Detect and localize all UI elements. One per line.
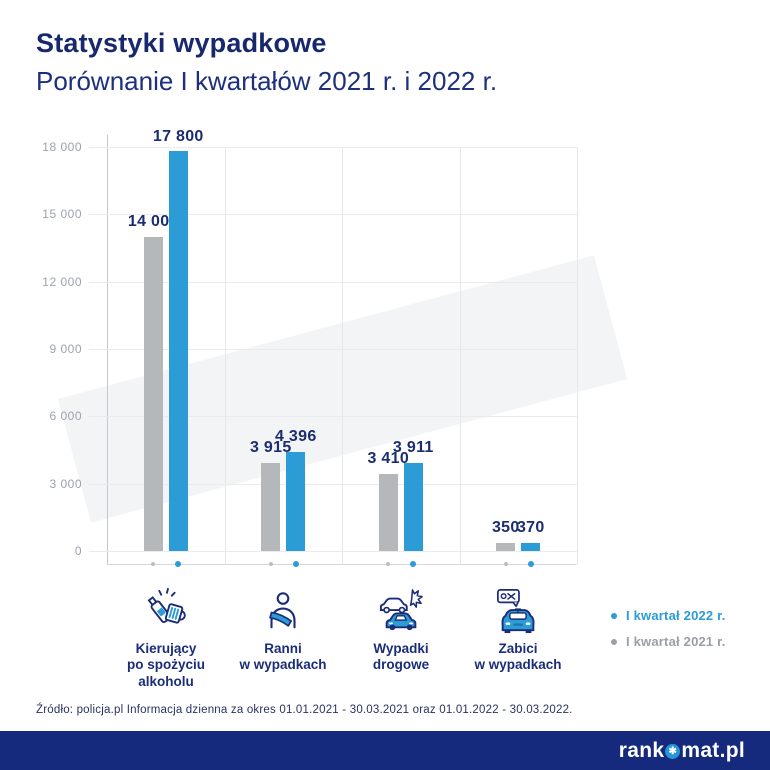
bar-value-label: 3 911 [392, 439, 434, 457]
page-subtitle: Porównanie I kwartałów 2021 r. i 2022 r. [36, 66, 498, 96]
bar-2022 [168, 151, 188, 551]
source-note: Źródło: policja.pl Informacja dzienna za… [36, 704, 573, 716]
gridline-horizontal [89, 281, 577, 283]
gridline-horizontal [89, 147, 577, 148]
footer-bar: rank ✱ mat.pl [0, 731, 770, 770]
gridline-horizontal [89, 483, 577, 485]
gridline-vertical [459, 147, 461, 564]
bar-2021 [143, 236, 163, 551]
bar-value-label: 17 800 [152, 127, 204, 145]
axis-tick-dot [503, 562, 508, 566]
x-axis-line [107, 564, 577, 565]
bar-value-label: 370 [516, 518, 545, 536]
legend-label: I kwartał 2021 r. [626, 634, 726, 649]
axis-tick-dot [386, 562, 391, 566]
bar-2022 [286, 452, 306, 551]
axis-tick-dot [268, 562, 273, 566]
star-icon: ✱ [665, 744, 681, 759]
axis-tick-dot [527, 561, 534, 567]
category-accidents: Wypadki drogowe [342, 588, 460, 674]
legend: I kwartał 2022 r. I kwartał 2021 r. [611, 608, 726, 660]
bar-value-label: 14 009 [127, 212, 179, 230]
bar-2021 [261, 463, 281, 551]
bar-2022 [521, 542, 541, 551]
y-axis-tick-label: 0 [74, 544, 82, 558]
gridline-horizontal [89, 214, 577, 216]
bar-value-label: 3 410 [367, 450, 410, 468]
y-axis-tick-label: 12 000 [42, 274, 82, 289]
y-axis-tick-label: 3 000 [49, 476, 82, 491]
gridline-vertical [577, 147, 578, 564]
legend-dot-2022-icon [611, 612, 617, 619]
plot-area: 0 3 000 6 000 9 000 12 000 15 000 18 000 14 009… [42, 128, 578, 567]
bar-value-label: 3 915 [249, 439, 292, 457]
logo-text-prefix: rank [618, 738, 665, 762]
legend-label: I kwartał 2022 r. [626, 608, 726, 623]
category-fatalities: Zabici w wypadkach [459, 588, 577, 674]
y-axis-tick-label: 9 000 [49, 342, 82, 356]
injured-person-icon [269, 592, 296, 629]
axis-tick-dot [292, 561, 299, 567]
y-axis-tick-label: 6 000 [49, 409, 82, 424]
gridline-horizontal [89, 349, 577, 350]
axis-tick-dot [151, 562, 156, 566]
bar-value-label: 4 396 [274, 428, 317, 446]
y-axis-tick-label: 18 000 [42, 140, 82, 154]
rankomat-logo: rank ✱ mat.pl [619, 731, 745, 770]
bar-2021 [496, 543, 516, 551]
axis-tick-dot [410, 561, 417, 567]
category-injured: Ranni w wypadkach [224, 588, 342, 674]
fatalities-car-icon [497, 589, 535, 634]
y-axis-tick-label: 15 000 [42, 207, 82, 222]
bar-value-label: 350 [491, 519, 520, 537]
legend-dot-2021-icon [611, 638, 617, 645]
logo-text-suffix: mat.pl [681, 738, 745, 762]
alcohol-icon [147, 588, 186, 624]
category-label: Zabici w wypadkach [474, 641, 562, 673]
category-label: Kierujący po spożyciu alkoholu [126, 641, 205, 689]
axis-tick-dot [175, 561, 182, 567]
legend-item-2022: I kwartał 2022 r. [611, 608, 726, 623]
bar-2022 [403, 463, 423, 551]
page-title: Statystyki wypadkowe [36, 28, 327, 58]
gridline-vertical [224, 147, 226, 564]
category-label: Ranni w wypadkach [239, 641, 327, 673]
gridline-horizontal [89, 416, 577, 418]
category-label: Wypadki drogowe [372, 641, 430, 673]
category-alcohol: Kierujący po spożyciu alkoholu [107, 588, 225, 690]
legend-item-2021: I kwartał 2021 r. [611, 634, 726, 649]
gridline-vertical [342, 147, 343, 564]
car-crash-icon [379, 589, 423, 631]
gridline-horizontal [89, 551, 577, 552]
bar-2021 [378, 474, 398, 551]
